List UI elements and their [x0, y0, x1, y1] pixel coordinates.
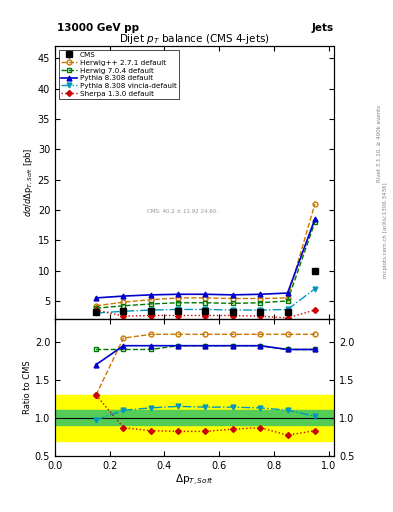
Herwig 7.0.4 default — [230, 301, 235, 307]
Herwig++ 2.7.1 default — [230, 295, 235, 302]
Line: Herwig 7.0.4 default: Herwig 7.0.4 default — [94, 220, 317, 311]
Pythia 8.308 default — [285, 290, 290, 296]
Pythia 8.308 vincia-default — [258, 307, 263, 313]
Pythia 8.308 default — [203, 291, 208, 297]
Sherpa 1.3.0 default — [149, 312, 153, 318]
Legend: CMS, Herwig++ 2.7.1 default, Herwig 7.0.4 default, Pythia 8.308 default, Pythia : CMS, Herwig++ 2.7.1 default, Herwig 7.0.… — [59, 50, 178, 99]
Herwig 7.0.4 default — [258, 300, 263, 306]
Text: Rivet 3.1.10, ≥ 400k events: Rivet 3.1.10, ≥ 400k events — [377, 105, 382, 182]
Herwig++ 2.7.1 default — [94, 303, 98, 309]
Pythia 8.308 default — [258, 291, 263, 297]
Herwig++ 2.7.1 default — [285, 295, 290, 301]
Herwig++ 2.7.1 default — [149, 296, 153, 303]
Herwig 7.0.4 default — [176, 300, 180, 306]
Pythia 8.308 vincia-default — [121, 308, 126, 314]
Pythia 8.308 default — [149, 292, 153, 298]
Pythia 8.308 vincia-default — [94, 310, 98, 316]
Herwig++ 2.7.1 default — [121, 299, 126, 305]
Sherpa 1.3.0 default — [312, 307, 317, 313]
Text: 13000 GeV pp: 13000 GeV pp — [57, 23, 139, 33]
Sherpa 1.3.0 default — [230, 312, 235, 318]
Pythia 8.308 default — [312, 216, 317, 222]
Herwig++ 2.7.1 default — [176, 295, 180, 301]
Herwig++ 2.7.1 default — [258, 295, 263, 302]
Sherpa 1.3.0 default — [176, 312, 180, 318]
Line: Sherpa 1.3.0 default: Sherpa 1.3.0 default — [94, 308, 317, 320]
Pythia 8.308 default — [230, 292, 235, 298]
Herwig 7.0.4 default — [94, 305, 98, 311]
Herwig 7.0.4 default — [203, 300, 208, 306]
Pythia 8.308 vincia-default — [149, 307, 153, 313]
Herwig++ 2.7.1 default — [312, 201, 317, 207]
Y-axis label: Ratio to CMS: Ratio to CMS — [23, 360, 32, 414]
Herwig 7.0.4 default — [121, 303, 126, 309]
Herwig++ 2.7.1 default — [203, 295, 208, 301]
Pythia 8.308 default — [176, 291, 180, 297]
Text: CMS: 40.2 ± 11.92 24.60.: CMS: 40.2 ± 11.92 24.60. — [147, 209, 218, 214]
Line: Pythia 8.308 default: Pythia 8.308 default — [94, 217, 317, 301]
Sherpa 1.3.0 default — [258, 313, 263, 319]
Pythia 8.308 vincia-default — [285, 306, 290, 312]
Pythia 8.308 vincia-default — [230, 307, 235, 313]
Herwig 7.0.4 default — [312, 219, 317, 225]
Sherpa 1.3.0 default — [121, 313, 126, 319]
Sherpa 1.3.0 default — [285, 315, 290, 321]
Line: Herwig++ 2.7.1 default: Herwig++ 2.7.1 default — [94, 201, 317, 308]
Pythia 8.308 vincia-default — [176, 306, 180, 312]
Herwig 7.0.4 default — [149, 301, 153, 307]
Y-axis label: $d\sigma/d\Delta{\rm p}_{T,Soft}$ [pb]: $d\sigma/d\Delta{\rm p}_{T,Soft}$ [pb] — [22, 148, 35, 218]
Line: Pythia 8.308 vincia-default: Pythia 8.308 vincia-default — [94, 286, 317, 315]
Pythia 8.308 default — [94, 295, 98, 301]
X-axis label: $\Delta{\rm p}_{T,Soft}$: $\Delta{\rm p}_{T,Soft}$ — [175, 473, 214, 488]
Text: mcplots.cern.ch [arXiv:1306.3436]: mcplots.cern.ch [arXiv:1306.3436] — [383, 183, 387, 278]
Pythia 8.308 vincia-default — [312, 286, 317, 292]
Title: Dijet $p_T$ balance (CMS 4-jets): Dijet $p_T$ balance (CMS 4-jets) — [119, 32, 270, 46]
Pythia 8.308 default — [121, 293, 126, 299]
Pythia 8.308 vincia-default — [203, 306, 208, 312]
Text: Jets: Jets — [311, 23, 333, 33]
Sherpa 1.3.0 default — [203, 312, 208, 318]
Sherpa 1.3.0 default — [94, 307, 98, 313]
Herwig 7.0.4 default — [285, 298, 290, 304]
